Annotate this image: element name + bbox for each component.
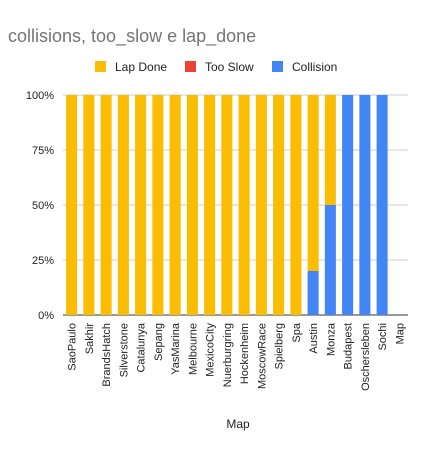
x-tick-label: Monza xyxy=(325,322,337,356)
bar-lap-done xyxy=(170,95,181,315)
bar-collision xyxy=(359,95,370,315)
x-axis-title: Map xyxy=(226,417,250,431)
x-axis: SaoPaulo Sakhir BrandsHatch Silverstone Cata… xyxy=(67,322,407,391)
bar-lap-done xyxy=(239,95,250,315)
y-tick-label: 0% xyxy=(38,310,54,322)
bar-lap-done xyxy=(256,95,267,315)
x-tick-label: Nuerburgring xyxy=(222,323,234,387)
bar-lap-done xyxy=(66,95,77,315)
bar-lap-done xyxy=(273,95,284,315)
x-tick-label: Melbourne xyxy=(187,323,199,375)
x-tick-label: Spa xyxy=(291,322,303,342)
bar-lap-done xyxy=(118,95,129,315)
bar-lap-done xyxy=(187,95,198,315)
legend-label: Collision xyxy=(292,60,337,74)
bar-collision xyxy=(308,271,319,315)
legend-label: Lap Done xyxy=(115,60,167,74)
x-tick-label: Austin xyxy=(308,323,320,354)
x-tick-label: SaoPaulo xyxy=(67,323,79,371)
x-tick-label: BrandsHatch xyxy=(101,323,113,387)
legend-swatch xyxy=(272,61,283,72)
legend: Lap Done Too Slow Collision xyxy=(95,60,337,74)
bar-lap-done xyxy=(290,95,301,315)
y-axis: 0% 25% 50% 75% 100% xyxy=(26,90,54,322)
y-tick-label: 50% xyxy=(32,200,54,212)
bar-lap-done xyxy=(325,95,336,205)
bar-lap-done xyxy=(308,95,319,271)
x-tick-label: YasMarina xyxy=(170,322,182,375)
bar-collision xyxy=(325,205,336,315)
legend-swatch xyxy=(185,61,196,72)
x-tick-label: Sochi xyxy=(377,323,389,351)
x-tick-label: Hockenheim xyxy=(239,323,251,384)
x-tick-label: MexicoCity xyxy=(205,323,217,377)
legend-label: Too Slow xyxy=(205,60,254,74)
bar-lap-done xyxy=(101,95,112,315)
x-tick-label: Catalunya xyxy=(136,322,148,372)
y-tick-label: 25% xyxy=(32,255,54,267)
bar-lap-done xyxy=(152,95,163,315)
bar-lap-done xyxy=(204,95,215,315)
bar-lap-done xyxy=(135,95,146,315)
gridlines xyxy=(63,95,408,315)
x-tick-label: Sakhir xyxy=(84,323,96,355)
chart-title: collisions, too_slow e lap_done xyxy=(8,26,256,47)
bar-collision xyxy=(342,95,353,315)
x-tick-label: Oschersleben xyxy=(360,323,372,391)
y-tick-label: 100% xyxy=(26,90,54,102)
x-tick-label: MoscowRace xyxy=(256,323,268,389)
x-tick-label: Budapest xyxy=(343,323,355,369)
x-tick-label: Map xyxy=(394,323,406,344)
y-tick-label: 75% xyxy=(32,145,54,157)
x-tick-label: Sepang xyxy=(153,323,165,361)
x-tick-label: Silverstone xyxy=(118,323,130,377)
bar-lap-done xyxy=(83,95,94,315)
legend-swatch xyxy=(95,61,106,72)
x-tick-label: Spielberg xyxy=(274,323,286,369)
bar-collision xyxy=(377,95,388,315)
bar-lap-done xyxy=(221,95,232,315)
